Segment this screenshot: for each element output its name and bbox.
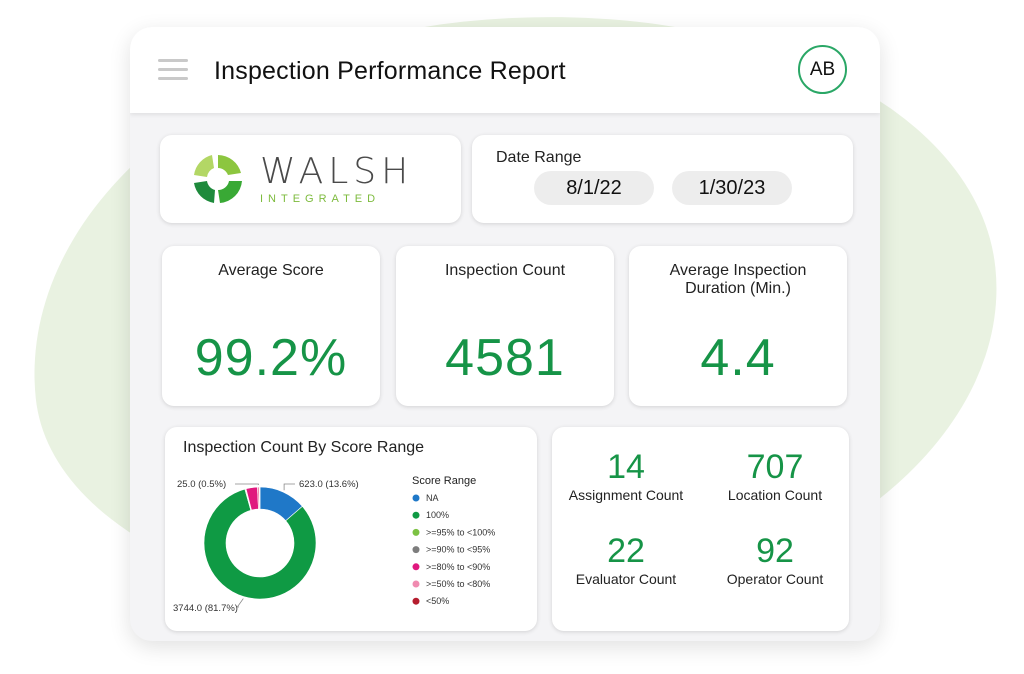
legend-swatch xyxy=(412,563,420,571)
count-value: 14 xyxy=(607,448,645,486)
kpi-value: 99.2% xyxy=(194,329,348,387)
kpi-label: Average Inspection Duration (Min.) xyxy=(669,262,807,297)
data-label: 623.0 (13.6%) xyxy=(299,479,359,490)
legend-swatch xyxy=(412,546,420,554)
date-range-label: Date Range xyxy=(496,149,582,166)
legend-title: Score Range xyxy=(412,475,476,487)
operator-count: 92 Operator Count xyxy=(701,533,849,587)
app-header: Inspection Performance Report AB xyxy=(130,27,880,113)
leader-line xyxy=(236,598,244,608)
average-score-card: Average Score 99.2% xyxy=(162,246,380,406)
assignment-count: 14 Assignment Count xyxy=(552,449,700,503)
legend-swatch xyxy=(412,597,420,605)
data-label: 3744.0 (81.7%) xyxy=(173,603,238,614)
page-title: Inspection Performance Report xyxy=(214,57,566,85)
count-value: 22 xyxy=(607,532,645,570)
end-date-pill[interactable]: 1/30/23 xyxy=(672,171,792,205)
hamburger-menu-icon[interactable] xyxy=(158,59,188,81)
donut-chart: 623.0 (13.6%) 3744.0 (81.7%) 25.0 (0.5%) Sc… xyxy=(173,475,495,614)
inspection-count-card: Inspection Count 4581 xyxy=(396,246,614,406)
legend-swatch xyxy=(412,494,420,502)
legend-entry[interactable]: NA xyxy=(426,493,439,503)
legend-swatch xyxy=(412,511,420,519)
slice-50[interactable] xyxy=(259,486,261,510)
legend-entry[interactable]: >=50% to <80% xyxy=(426,579,490,589)
slice-100[interactable] xyxy=(203,488,317,600)
leader-line xyxy=(283,483,295,491)
legend-entry[interactable]: <50% xyxy=(426,596,449,606)
logo-wordmark: WALSH xyxy=(260,151,414,192)
counts-card: 14 Assignment Count 707 Location Count 2… xyxy=(552,427,849,631)
start-date-pill[interactable]: 8/1/22 xyxy=(534,171,654,205)
kpi-value: 4581 xyxy=(445,329,565,387)
count-value: 92 xyxy=(756,532,794,570)
average-duration-card: Average Inspection Duration (Min.) 4.4 xyxy=(629,246,847,406)
date-range-card: Date Range 8/1/22 1/30/23 xyxy=(472,135,853,223)
logo-card: WALSH INTEGRATED xyxy=(160,135,461,223)
location-count: 707 Location Count xyxy=(701,449,849,503)
data-label: 25.0 (0.5%) xyxy=(177,479,226,490)
report-window: Inspection Performance Report AB WALSH I… xyxy=(130,27,880,641)
count-value: 707 xyxy=(746,448,804,486)
kpi-label: Average Score xyxy=(218,262,324,279)
legend-swatch xyxy=(412,580,420,588)
legend-entry[interactable]: >=80% to <90% xyxy=(426,562,490,572)
count-label: Assignment Count xyxy=(568,487,684,503)
evaluator-count: 22 Evaluator Count xyxy=(552,533,700,587)
count-label: Location Count xyxy=(727,487,823,503)
leader-line xyxy=(235,483,259,486)
legend-swatch xyxy=(412,528,420,536)
kpi-value: 4.4 xyxy=(700,329,776,387)
legend-entry[interactable]: >=95% to <100% xyxy=(426,527,495,537)
legend-entry[interactable]: 100% xyxy=(426,510,449,520)
walsh-logo-icon xyxy=(194,155,242,203)
score-range-chart-card: Inspection Count By Score Range 623.0 (1… xyxy=(165,427,537,631)
chart-title: Inspection Count By Score Range xyxy=(183,439,425,456)
count-label: Operator Count xyxy=(726,571,824,587)
kpi-label: Inspection Count xyxy=(444,262,566,279)
legend-entry[interactable]: >=90% to <95% xyxy=(426,545,490,555)
logo-subtitle: INTEGRATED xyxy=(260,193,381,205)
user-avatar[interactable]: AB xyxy=(798,45,847,94)
count-label: Evaluator Count xyxy=(575,571,677,587)
